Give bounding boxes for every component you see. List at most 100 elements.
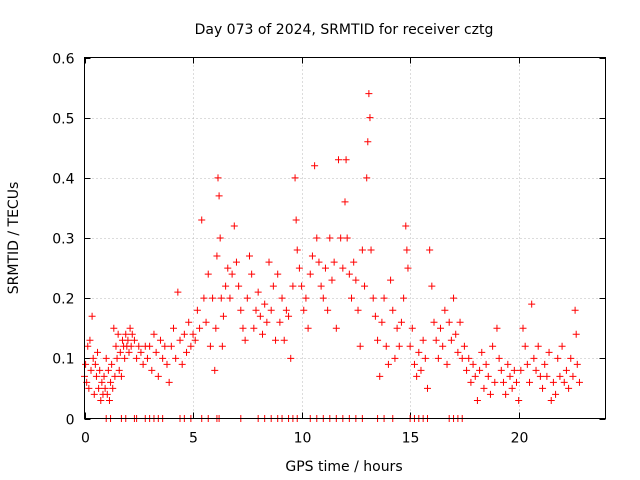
data-point bbox=[332, 324, 340, 332]
data-point bbox=[293, 246, 301, 254]
data-point bbox=[263, 318, 271, 326]
data-point bbox=[397, 318, 405, 326]
data-point bbox=[276, 318, 284, 326]
data-point bbox=[441, 306, 449, 314]
data-point bbox=[536, 372, 544, 380]
data-point bbox=[103, 390, 111, 398]
data-point bbox=[128, 330, 136, 338]
data-point bbox=[97, 396, 105, 404]
data-point bbox=[502, 390, 510, 398]
y-tick-label: 0.6 bbox=[52, 52, 74, 68]
data-point bbox=[209, 294, 217, 302]
x-tick-label: 15 bbox=[402, 431, 420, 447]
data-point bbox=[543, 372, 551, 380]
data-point bbox=[326, 234, 334, 242]
x-tick-label: 5 bbox=[189, 431, 198, 447]
data-point bbox=[285, 312, 293, 320]
data-point bbox=[180, 330, 188, 338]
data-point bbox=[454, 348, 462, 356]
data-point bbox=[508, 384, 516, 392]
data-point bbox=[137, 348, 145, 356]
data-point bbox=[352, 276, 360, 284]
data-point bbox=[193, 306, 201, 314]
data-point bbox=[382, 342, 390, 350]
data-point bbox=[486, 390, 494, 398]
data-point bbox=[100, 372, 108, 380]
data-point bbox=[265, 258, 273, 266]
data-point bbox=[224, 264, 232, 272]
data-point bbox=[528, 300, 536, 308]
data-point bbox=[278, 294, 286, 302]
data-point bbox=[465, 354, 473, 362]
data-point bbox=[560, 378, 568, 386]
data-point bbox=[366, 114, 374, 122]
data-point bbox=[252, 306, 260, 314]
data-point bbox=[350, 258, 358, 266]
data-point bbox=[302, 294, 310, 302]
data-point bbox=[187, 342, 195, 350]
data-point bbox=[376, 372, 384, 380]
data-point bbox=[167, 342, 175, 350]
data-point bbox=[232, 258, 240, 266]
data-point bbox=[426, 246, 434, 254]
data-point bbox=[125, 348, 133, 356]
data-point bbox=[419, 336, 427, 344]
data-point bbox=[200, 294, 208, 302]
x-tick-label: 10 bbox=[294, 431, 312, 447]
data-point bbox=[295, 264, 303, 272]
data-point bbox=[547, 396, 555, 404]
y-tick-label: 0.1 bbox=[52, 352, 74, 368]
data-point bbox=[85, 384, 93, 392]
data-point bbox=[495, 354, 503, 362]
data-point bbox=[450, 294, 458, 302]
data-point bbox=[473, 396, 481, 404]
data-point bbox=[328, 276, 336, 284]
data-point bbox=[202, 318, 210, 326]
data-point bbox=[437, 324, 445, 332]
data-point bbox=[339, 264, 347, 272]
data-point bbox=[491, 378, 499, 386]
data-point bbox=[152, 348, 160, 356]
data-point bbox=[374, 336, 382, 344]
data-point bbox=[248, 270, 256, 278]
data-point bbox=[337, 234, 345, 242]
data-point bbox=[107, 378, 115, 386]
data-point bbox=[539, 384, 547, 392]
data-point bbox=[469, 360, 477, 368]
data-point bbox=[126, 324, 134, 332]
data-point bbox=[484, 372, 492, 380]
data-point bbox=[408, 324, 416, 332]
data-point bbox=[110, 324, 118, 332]
data-point bbox=[226, 294, 234, 302]
data-point bbox=[172, 354, 180, 362]
data-point bbox=[562, 366, 570, 374]
data-point bbox=[367, 246, 375, 254]
data-point bbox=[116, 348, 124, 356]
data-point bbox=[504, 360, 512, 368]
data-point bbox=[101, 384, 109, 392]
data-point bbox=[280, 336, 288, 344]
data-point bbox=[321, 264, 329, 272]
data-point bbox=[549, 378, 557, 386]
data-point bbox=[165, 378, 173, 386]
axis-ticks: 0 0.1 0.2 0.3 0.4 0.5 0.6 0 5 10 15 20 bbox=[52, 52, 606, 447]
data-point bbox=[510, 366, 518, 374]
data-point bbox=[219, 312, 227, 320]
data-point bbox=[274, 270, 282, 278]
data-point bbox=[499, 378, 507, 386]
x-axis-label: GPS time / hours bbox=[285, 459, 402, 475]
data-point bbox=[421, 354, 429, 362]
data-point bbox=[452, 330, 460, 338]
data-point bbox=[432, 336, 440, 344]
data-point bbox=[439, 342, 447, 350]
data-point bbox=[98, 378, 106, 386]
data-point bbox=[552, 390, 560, 398]
data-point bbox=[191, 336, 199, 344]
y-tick-label: 0.4 bbox=[52, 172, 74, 188]
x-tick-label: 0 bbox=[81, 431, 90, 447]
data-point bbox=[402, 222, 410, 230]
data-point bbox=[230, 222, 238, 230]
data-point bbox=[124, 336, 132, 344]
data-point bbox=[423, 384, 431, 392]
data-point bbox=[113, 354, 121, 362]
